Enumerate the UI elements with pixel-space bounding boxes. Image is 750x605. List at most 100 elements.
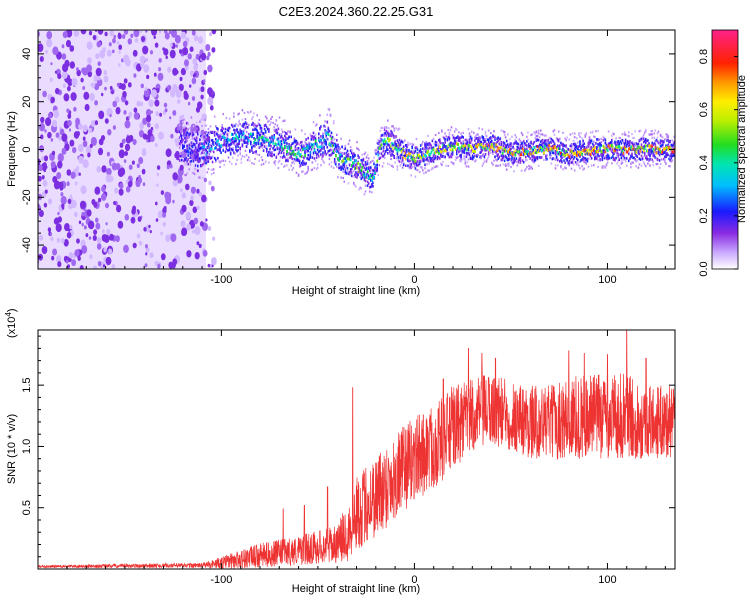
spectrum-peak-cell bbox=[540, 149, 543, 153]
spectrum-cell bbox=[580, 148, 582, 151]
colorbar-scale bbox=[711, 29, 739, 270]
spectrum-cell bbox=[643, 151, 646, 155]
spectrum-cell bbox=[396, 168, 399, 171]
spectrum-cell bbox=[360, 166, 363, 169]
noise-cell bbox=[150, 50, 153, 55]
spectrum-cell bbox=[331, 142, 334, 145]
spectrogram-y-tick-label: 20 bbox=[21, 96, 33, 108]
spectrum-cell bbox=[671, 159, 674, 162]
noise-cell bbox=[65, 259, 69, 264]
noise-cell bbox=[96, 41, 102, 48]
spectrum-cell bbox=[576, 151, 578, 154]
spectrum-cell bbox=[451, 153, 454, 156]
spectrum-cell bbox=[213, 156, 216, 160]
spectrum-cell bbox=[359, 169, 361, 173]
spectrum-peak-cell bbox=[356, 166, 358, 170]
spectrum-cell bbox=[588, 136, 591, 139]
spectrum-cell bbox=[450, 161, 453, 164]
spectrum-cell bbox=[624, 158, 627, 161]
spectrum-cell bbox=[427, 148, 429, 151]
spectrum-cell bbox=[284, 119, 286, 122]
spectrum-cell bbox=[409, 159, 411, 163]
spectrum-cell bbox=[381, 133, 384, 137]
spectrum-cell bbox=[572, 149, 575, 153]
spectrum-cell bbox=[571, 147, 574, 150]
spectrum-cell bbox=[268, 161, 270, 164]
spectrum-cell bbox=[464, 158, 467, 161]
spectrum-cell bbox=[624, 141, 627, 145]
spectrum-cell bbox=[181, 134, 183, 138]
noise-cell bbox=[138, 156, 144, 165]
spectrum-cell bbox=[530, 141, 532, 144]
noise-cell bbox=[57, 261, 62, 268]
noise-cell bbox=[112, 100, 117, 108]
spectrum-cell bbox=[423, 158, 425, 161]
spectrum-cell bbox=[191, 137, 194, 140]
spectrum-cell bbox=[446, 151, 449, 154]
noise-cell bbox=[175, 89, 182, 98]
spectrum-cell bbox=[361, 159, 364, 162]
spectrum-cell bbox=[584, 158, 587, 162]
noise-cell bbox=[43, 155, 49, 162]
noise-cell bbox=[136, 233, 141, 239]
spectrum-cell bbox=[349, 146, 352, 149]
noise-cell bbox=[92, 265, 98, 269]
spectrum-cell bbox=[225, 144, 228, 148]
spectrum-peak-cell bbox=[362, 173, 365, 177]
spectrum-peak-cell bbox=[312, 143, 315, 147]
spectrum-cell bbox=[409, 163, 411, 166]
spectrum-cell bbox=[480, 155, 482, 158]
spectrum-cell bbox=[580, 146, 582, 149]
noise-cell bbox=[67, 113, 72, 119]
spectrum-cell bbox=[419, 148, 422, 151]
spectrum-peak-cell bbox=[438, 151, 440, 155]
spectrum-cell bbox=[232, 123, 234, 126]
spectrum-cell bbox=[178, 136, 181, 139]
spectrum-cell bbox=[340, 137, 342, 140]
spectrum-cell bbox=[490, 148, 492, 151]
spectrum-cell bbox=[548, 149, 550, 152]
spectrum-cell bbox=[273, 126, 275, 129]
spectrum-cell bbox=[444, 138, 446, 141]
spectrum-cell bbox=[508, 158, 510, 161]
spectrum-peak-cell bbox=[208, 149, 211, 153]
noise-cell bbox=[108, 42, 112, 47]
noise-cell bbox=[133, 73, 137, 78]
spectrum-cell bbox=[464, 138, 467, 142]
spectrum-cell bbox=[562, 142, 564, 146]
spectrum-cell bbox=[200, 152, 202, 156]
spectrum-peak-cell bbox=[202, 145, 205, 148]
spectrum-cell bbox=[612, 132, 614, 135]
spectrum-cell bbox=[389, 146, 391, 150]
noise-cell bbox=[127, 82, 132, 88]
spectrum-peak-cell bbox=[632, 145, 634, 149]
spectrum-cell bbox=[191, 145, 194, 149]
spectrum-cell bbox=[628, 152, 630, 156]
spectrum-peak-cell bbox=[498, 146, 501, 150]
spectrum-peak-cell bbox=[253, 140, 255, 144]
spectrum-cell bbox=[184, 173, 186, 177]
spectrum-cell bbox=[574, 143, 577, 147]
spectrum-cell bbox=[449, 141, 452, 145]
noise-cell bbox=[33, 55, 38, 62]
spectrum-cell bbox=[421, 166, 423, 169]
spectrum-cell bbox=[356, 141, 358, 144]
noise-cell bbox=[38, 164, 43, 172]
spectrum-cell bbox=[375, 148, 377, 152]
spectrum-cell bbox=[593, 140, 595, 143]
spectrum-cell bbox=[466, 152, 469, 156]
spectrum-peak-cell bbox=[364, 175, 367, 179]
noise-cell bbox=[108, 248, 113, 255]
spectrum-cell bbox=[440, 162, 442, 165]
spectrum-cell bbox=[643, 163, 646, 166]
spectrum-cell bbox=[531, 167, 533, 170]
spectrum-cell bbox=[656, 162, 659, 166]
spectrum-peak-cell bbox=[510, 151, 512, 155]
spectrum-cell bbox=[266, 117, 268, 120]
spectrum-cell bbox=[550, 148, 553, 152]
spectrum-cell bbox=[537, 145, 540, 148]
spectrum-cell bbox=[375, 168, 377, 171]
noise-cell bbox=[203, 79, 206, 83]
spectrum-cell bbox=[207, 156, 210, 159]
spectrum-cell bbox=[385, 126, 388, 129]
